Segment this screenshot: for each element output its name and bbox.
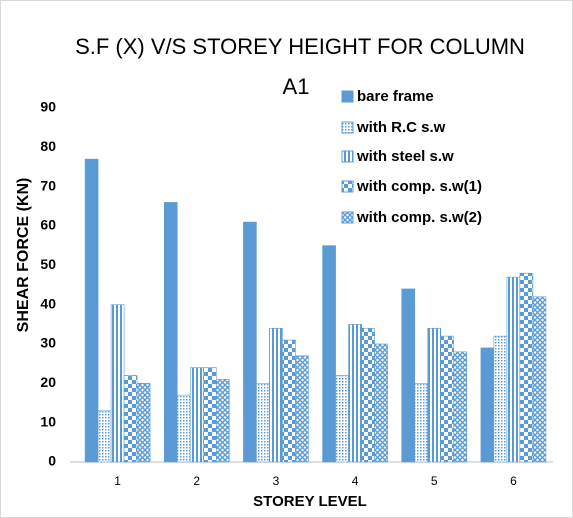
- bar: [189, 367, 204, 463]
- legend-label: bare frame: [357, 88, 434, 105]
- bar: [256, 383, 270, 463]
- bar: [493, 335, 508, 463]
- y-tick-label: 20: [40, 374, 56, 390]
- y-tick-label: 90: [40, 99, 56, 115]
- x-tick-label: 5: [431, 474, 438, 488]
- bar: [322, 245, 336, 463]
- bar: [163, 202, 178, 463]
- bar: [136, 383, 151, 463]
- y-tick-label: 50: [40, 256, 56, 272]
- x-tick-label: 1: [114, 474, 121, 488]
- bar: [123, 375, 138, 463]
- chart-title: S.F (X) V/S STOREY HEIGHT FOR COLUMN: [75, 34, 525, 59]
- x-tick-label: 4: [352, 474, 359, 488]
- legend-label: with comp. s.w(2): [356, 209, 482, 226]
- legend-label: with R.C s.w: [356, 119, 446, 136]
- legend-swatch: [341, 90, 354, 103]
- legend-swatch: [341, 121, 354, 134]
- bar: [480, 347, 495, 463]
- bar: [243, 221, 257, 463]
- legend-label: with comp. s.w(1): [356, 178, 482, 195]
- bar: [348, 324, 362, 463]
- y-tick-label: 60: [40, 217, 56, 233]
- bar: [215, 379, 230, 463]
- x-tick-label: 3: [273, 474, 280, 488]
- bar: [202, 367, 217, 463]
- bar: [361, 327, 375, 463]
- bar: [427, 327, 442, 463]
- bar: [176, 394, 191, 463]
- bar: [401, 288, 416, 463]
- bar: [532, 296, 547, 463]
- y-tick-label: 70: [40, 177, 56, 193]
- x-tick-label: 2: [193, 474, 200, 488]
- chart-subtitle: A1: [283, 74, 310, 99]
- bar: [110, 304, 125, 463]
- y-tick-label: 80: [40, 138, 56, 154]
- y-tick-label: 40: [40, 295, 56, 311]
- legend-label: with steel s.w: [356, 148, 454, 165]
- x-axis-label: STOREY LEVEL: [253, 493, 367, 510]
- bar: [295, 355, 309, 463]
- bar: [84, 158, 99, 463]
- bar: [506, 276, 521, 463]
- bar: [282, 339, 296, 463]
- bar: [335, 375, 349, 463]
- legend-swatch: [341, 180, 354, 193]
- bar: [519, 272, 534, 463]
- y-tick-label: 30: [40, 335, 56, 351]
- y-tick-label: 10: [40, 413, 56, 429]
- bar: [374, 343, 388, 463]
- bar: [97, 410, 112, 463]
- legend-swatch: [341, 211, 354, 224]
- bar: [269, 327, 283, 463]
- y-tick-label: 0: [48, 453, 56, 469]
- x-tick-label: 6: [510, 474, 517, 488]
- legend-swatch: [341, 150, 354, 163]
- y-axis-label: SHEAR FORCE (KN): [15, 178, 32, 333]
- bar: [440, 335, 455, 463]
- bar: [453, 351, 468, 463]
- bar: [414, 383, 429, 463]
